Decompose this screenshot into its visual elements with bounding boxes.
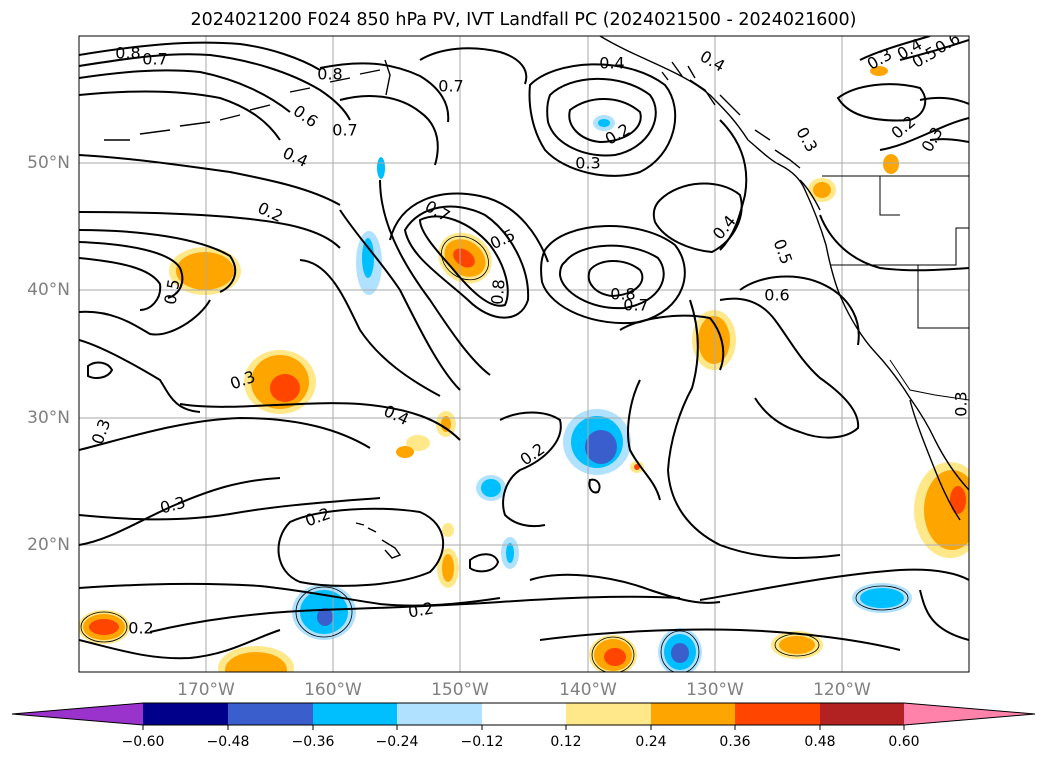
contour-label: 0.8 (317, 65, 342, 84)
lat-label: 40°N (27, 280, 70, 300)
contour-label: 0.2 (128, 619, 153, 638)
coastlines (104, 36, 969, 559)
colorbar-tick-label: 0.60 (888, 734, 919, 750)
positive-anomaly-163w-32n (244, 350, 316, 414)
colorbar-swatch (566, 703, 651, 725)
negative-anomaly-140w-28n (563, 409, 631, 475)
contour-label: 0.6 (764, 286, 789, 305)
lat-label: 50°N (27, 153, 70, 173)
contour-label: 0.7 (438, 77, 463, 96)
colorbar-swatch (228, 703, 313, 725)
positive-anomaly-165w-12n (218, 646, 294, 672)
contour-label: 0.2 (407, 598, 435, 621)
positive-anomaly-150w-43n (438, 232, 492, 284)
colorbar-swatch (735, 703, 820, 725)
contour-label: 0.7 (142, 50, 167, 69)
positive-anomaly-170w-41n (169, 247, 241, 295)
lon-label: 120°W (813, 680, 871, 700)
lon-label: 140°W (559, 680, 617, 700)
contour-label: 0.5 (160, 278, 183, 306)
positive-anomaly-114w-23n (914, 462, 969, 558)
positive-anomaly-131w-34n (692, 310, 736, 370)
colorbar-tick-label: 0.36 (719, 734, 750, 750)
colorbar-tick-label: 0.12 (550, 734, 581, 750)
colorbar-swatch (397, 703, 482, 725)
contour-label: 0.8 (115, 44, 140, 63)
colorbar-tick-label: −0.24 (376, 734, 419, 750)
colorbar-swatch (651, 703, 735, 725)
contour-label: 0.3 (952, 391, 971, 416)
colorbar-tick-label: −0.48 (207, 734, 250, 750)
colorbar-tick-label: −0.12 (461, 734, 504, 750)
map-frame (78, 35, 970, 673)
colorbar-tick-label: −0.36 (292, 734, 335, 750)
contour-label: 0.8 (610, 285, 635, 304)
lat-label: 30°N (27, 408, 70, 428)
longitude-labels: 170°W 160°W 150°W 140°W 130°W 120°W (177, 680, 871, 700)
contour-label: 0.7 (623, 296, 648, 315)
colorbar: −0.60 −0.48 −0.36 −0.24 −0.12 0.12 0.24 … (11, 702, 1036, 750)
latitude-labels: 50°N 40°N 30°N 20°N (27, 153, 70, 555)
lon-label: 150°W (431, 680, 489, 700)
lat-label: 20°N (27, 535, 70, 555)
colorbar-swatch (313, 703, 397, 725)
colorbar-tick-label: 0.48 (804, 734, 835, 750)
contour-label: 0.7 (332, 121, 357, 140)
negative-anomaly-133w-13n (658, 628, 702, 672)
colorbar-swatch (143, 703, 228, 725)
lon-label: 170°W (177, 680, 235, 700)
positive-anomaly-138w-13n (589, 635, 637, 672)
colorbar-swatch (482, 703, 566, 725)
positive-anomaly-178w-14n (79, 610, 130, 644)
map-panel: 0.8 0.7 0.8 0.7 0.6 0.7 0.4 0.2 0.4 0.4 … (79, 36, 971, 672)
map-title: 2024021200 F024 850 hPa PV, IVT Landfall… (190, 10, 857, 30)
colorbar-tick-label: 0.24 (635, 734, 666, 750)
pv-contours (79, 36, 969, 660)
contour-label: 0.4 (599, 54, 624, 73)
colorbar-tick-label: −0.60 (122, 734, 165, 750)
country-borders (822, 175, 969, 401)
colorbar-ticks (142, 725, 905, 730)
colorbar-extend-high (904, 703, 1035, 725)
anomaly-outlines (80, 235, 909, 672)
shaded-anomalies (79, 66, 969, 672)
lon-label: 160°W (304, 680, 362, 700)
contour-label: 0.8 (487, 278, 508, 305)
contour-label: 0.3 (575, 154, 600, 173)
colorbar-swatch (820, 703, 904, 725)
colorbar-extend-low (12, 703, 143, 725)
lon-label: 130°W (686, 680, 744, 700)
positive-anomaly-123w-13n (771, 631, 823, 659)
negative-anomaly-118w-16n (852, 583, 912, 613)
